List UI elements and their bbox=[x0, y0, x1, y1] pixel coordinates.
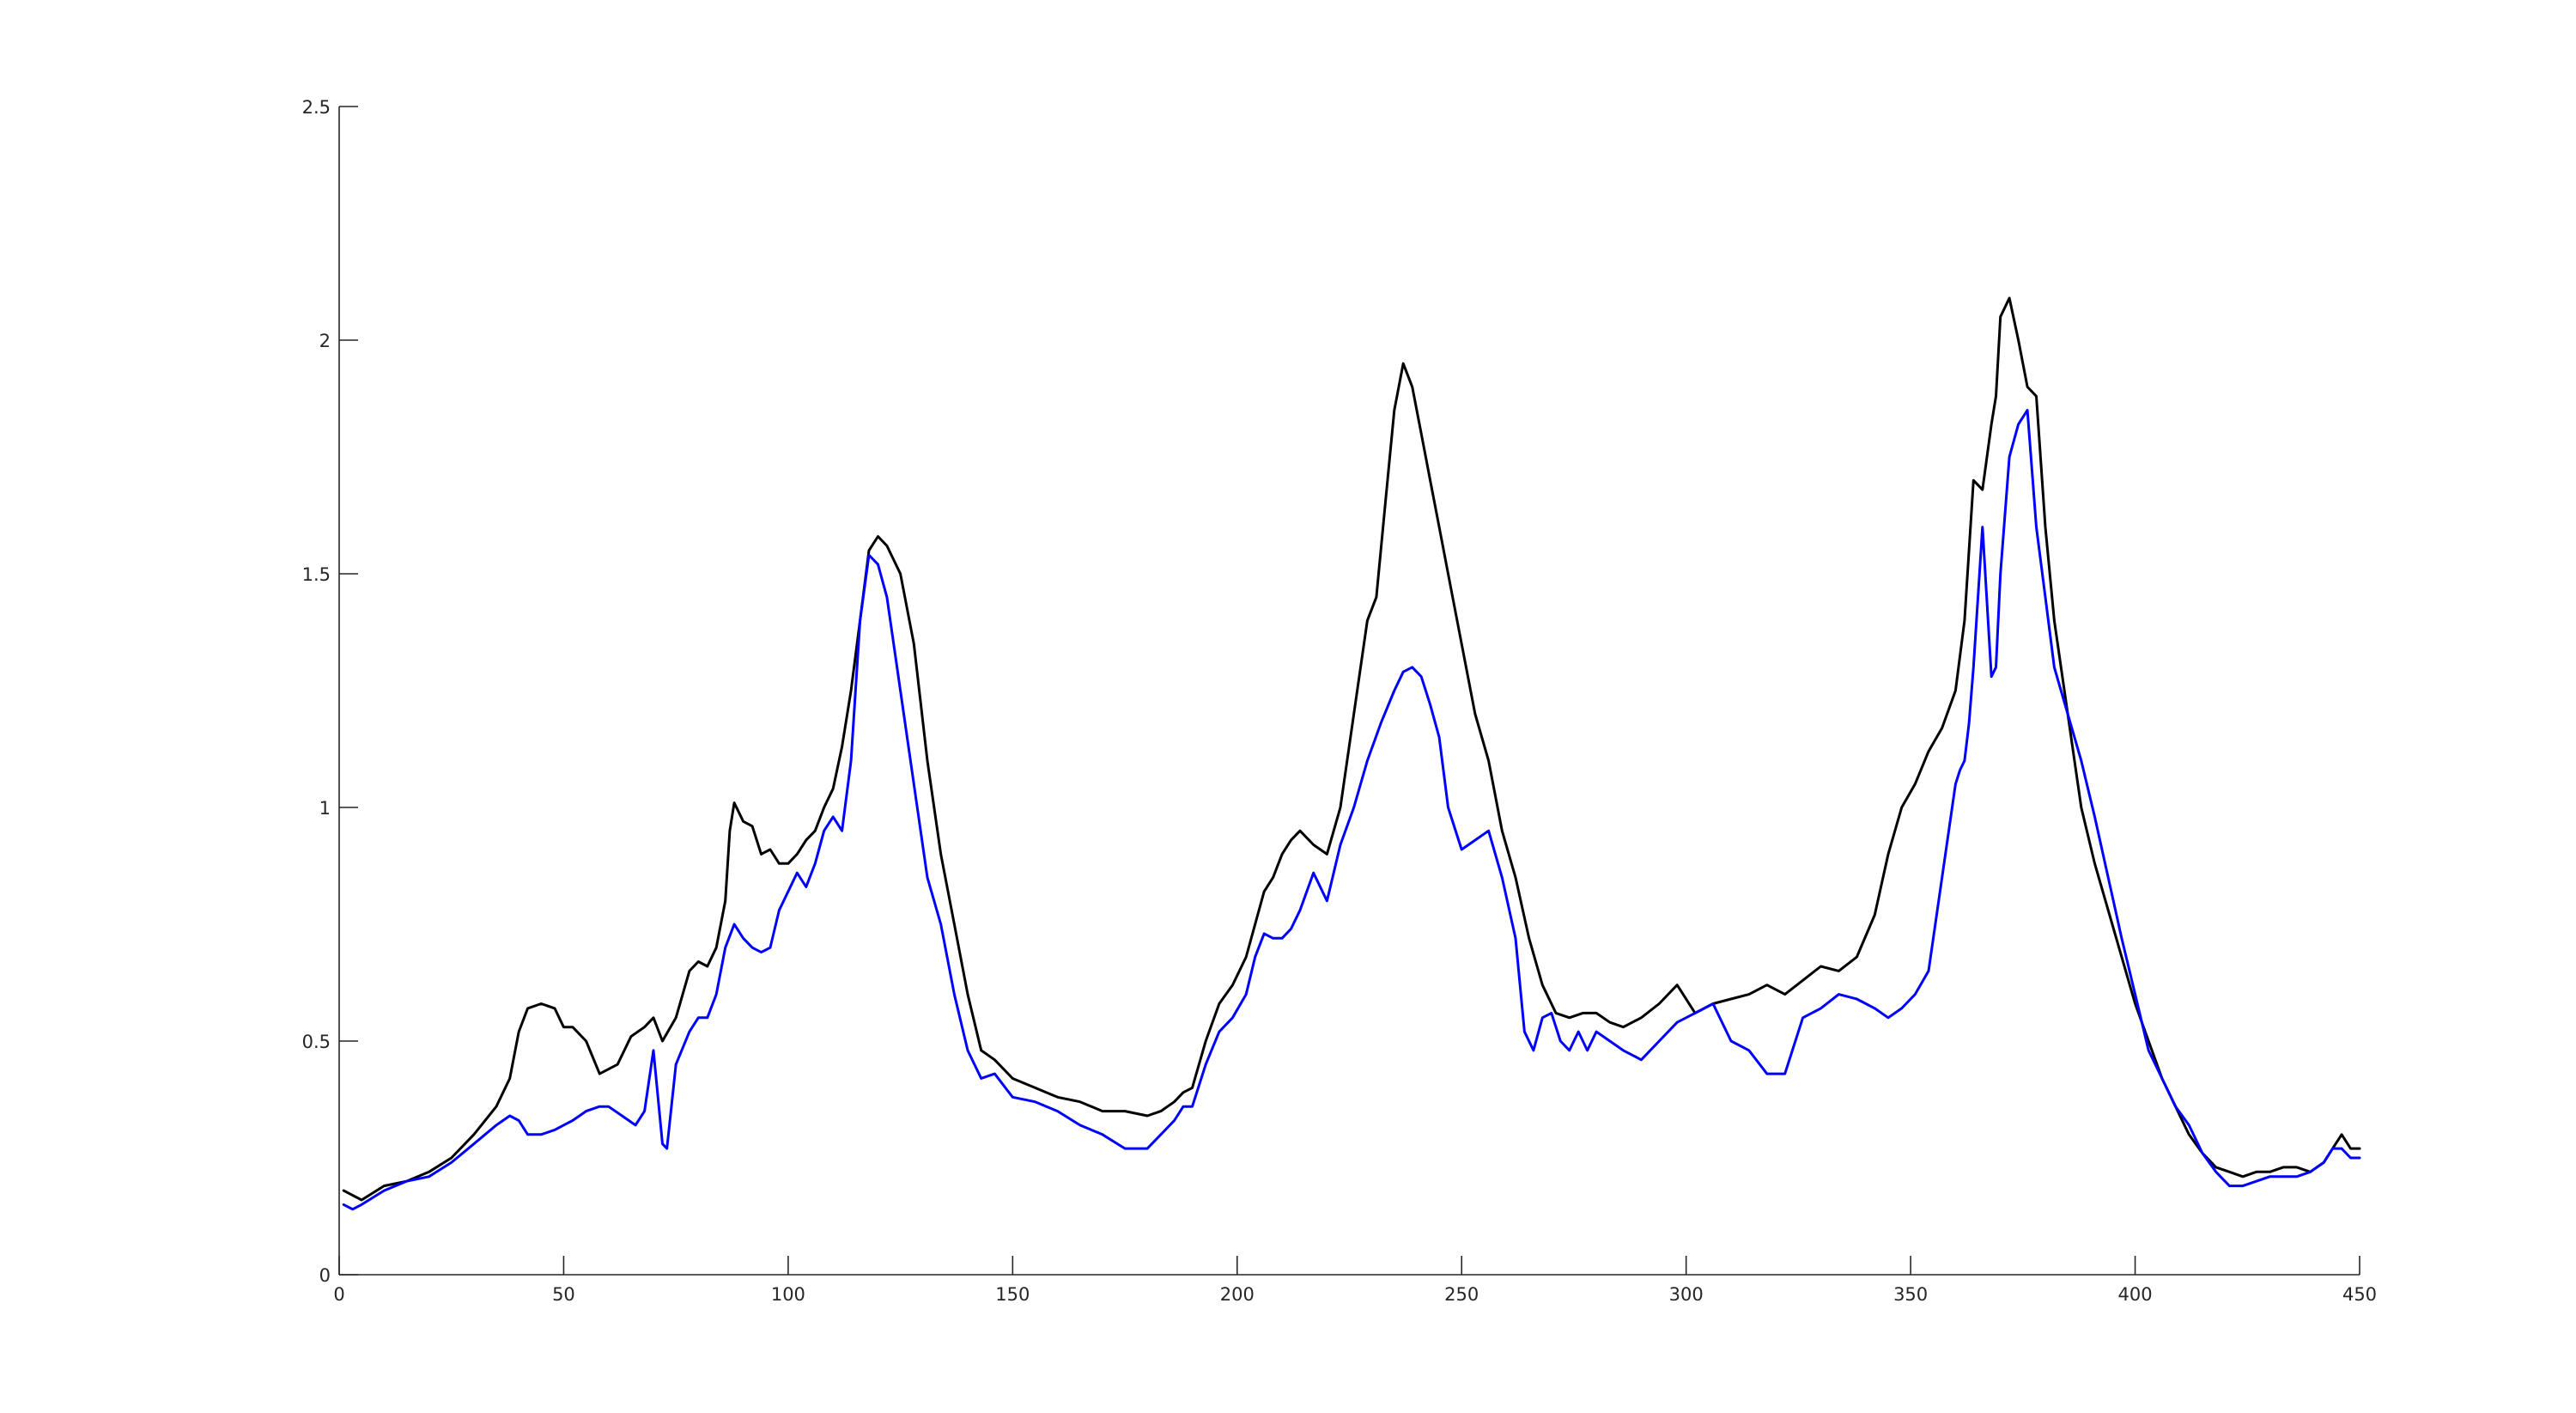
x-tick-label: 300 bbox=[1669, 1284, 1704, 1305]
x-tick-label: 100 bbox=[771, 1284, 805, 1305]
x-tick-label: 350 bbox=[1893, 1284, 1928, 1305]
x-tick-label: 250 bbox=[1444, 1284, 1479, 1305]
x-tick-label: 200 bbox=[1220, 1284, 1255, 1305]
x-tick-label: 150 bbox=[995, 1284, 1030, 1305]
chart-axes bbox=[338, 107, 2360, 1276]
y-tick-label: 2.5 bbox=[302, 97, 331, 118]
y-tick-label: 1 bbox=[319, 798, 331, 819]
y-tick-label: 0 bbox=[319, 1265, 331, 1286]
series-line-2 bbox=[342, 409, 2361, 1211]
x-tick-label: 0 bbox=[333, 1284, 344, 1305]
y-axis-ticks: 0 0.5 1 1.5 2 2.5 bbox=[302, 97, 358, 1286]
y-tick-label: 2 bbox=[319, 331, 331, 351]
x-tick-label: 50 bbox=[552, 1284, 575, 1305]
x-tick-label: 450 bbox=[2342, 1284, 2377, 1305]
y-tick-label: 1.5 bbox=[302, 564, 331, 585]
x-tick-label: 400 bbox=[2118, 1284, 2153, 1305]
series-layer bbox=[342, 296, 2361, 1211]
y-tick-label: 0.5 bbox=[302, 1032, 331, 1052]
x-axis-ticks: 0 50 100 150 200 250 300 350 400 450 bbox=[333, 1256, 2377, 1305]
series-line-1 bbox=[342, 296, 2361, 1202]
